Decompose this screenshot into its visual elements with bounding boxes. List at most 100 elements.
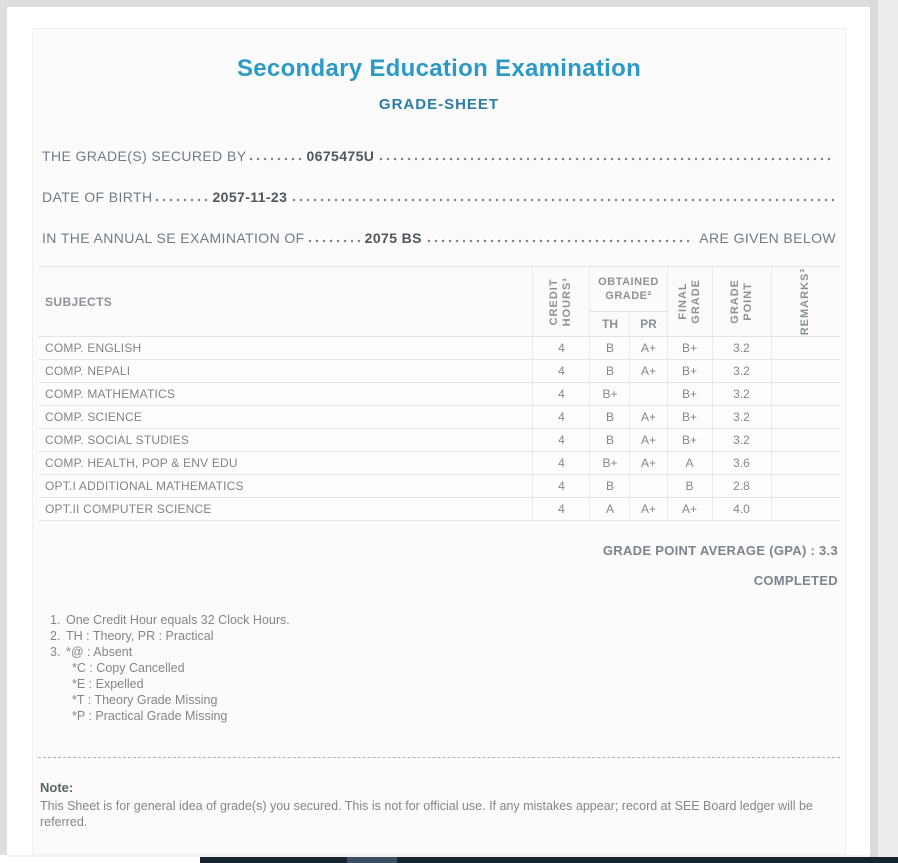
candidate-fields: THE GRADE(S) SECURED BY 0675475U DATE OF… <box>38 135 840 258</box>
pr-grade-cell: A+ <box>629 497 667 521</box>
col-header-obtained-grade: OBTAINED GRADE² <box>589 266 667 312</box>
col-header-pr: PR <box>629 311 667 337</box>
leader-dots <box>378 148 834 163</box>
th-grade-cell: B <box>589 359 630 383</box>
window-frame-top <box>0 0 878 7</box>
grade-point-cell: 3.2 <box>711 382 771 406</box>
grade-point-cell: 3.2 <box>711 336 771 360</box>
leader-dots <box>425 230 695 245</box>
th-grade-cell: A <box>589 497 630 521</box>
field-label: DATE OF BIRTH <box>42 188 153 205</box>
table-row: COMP. MATHEMATICS 4 B+ B+ 3.2 <box>38 382 840 406</box>
subject-cell: OPT.I ADDITIONAL MATHEMATICS <box>38 474 533 498</box>
footnote-text: *T : Theory Grade Missing <box>72 693 218 707</box>
subject-cell: COMP. NEPALI <box>38 359 533 383</box>
field-date-of-birth: DATE OF BIRTH 2057-11-23 <box>42 176 836 217</box>
footnote-line: *P : Practical Grade Missing <box>50 708 840 724</box>
obtained-line1: OBTAINED <box>598 276 659 288</box>
point-line2: POINT <box>741 282 754 321</box>
credit-line2: HOURS¹ <box>561 276 574 327</box>
leader-dots <box>154 189 209 204</box>
grade-point-cell: 4.0 <box>711 497 771 521</box>
field-grades-secured-by: THE GRADE(S) SECURED BY 0675475U <box>42 135 836 176</box>
subject-cell: COMP. ENGLISH <box>38 336 533 360</box>
grades-table-body: COMP. ENGLISH 4 B A+ B+ 3.2 COMP. NEPALI… <box>38 336 840 521</box>
leader-dots <box>306 230 361 245</box>
remarks-cell <box>770 382 840 406</box>
final-grade-cell: B+ <box>666 382 712 406</box>
field-suffix: ARE GIVEN BELOW <box>699 229 836 246</box>
credit-line1: CREDIT <box>548 278 561 325</box>
subject-cell: COMP. HEALTH, POP & ENV EDU <box>38 451 533 475</box>
footnotes-list: 1. One Credit Hour equals 32 Clock Hours… <box>50 612 840 724</box>
footnote-number: 1. <box>50 613 61 627</box>
final-grade-cell: A <box>666 451 712 475</box>
pr-grade-cell: A+ <box>629 428 667 452</box>
footnote-text: One Credit Hour equals 32 Clock Hours. <box>66 613 290 627</box>
field-label: IN THE ANNUAL SE EXAMINATION OF <box>42 229 305 246</box>
footnote-line: 1. One Credit Hour equals 32 Clock Hours… <box>50 612 840 628</box>
footnote-text: *E : Expelled <box>72 677 144 691</box>
th-grade-cell: B <box>589 428 630 452</box>
footnote-number <box>50 692 66 708</box>
credit-cell: 4 <box>532 405 590 429</box>
remarks-cell <box>770 474 840 498</box>
subject-cell: OPT.II COMPUTER SCIENCE <box>38 497 533 521</box>
credit-cell: 4 <box>532 359 590 383</box>
status-completed: COMPLETED <box>753 573 838 588</box>
field-label: THE GRADE(S) SECURED BY <box>42 147 247 164</box>
final-grade-cell: B+ <box>666 359 712 383</box>
dob-value: 2057-11-23 <box>212 188 288 205</box>
col-header-th: TH <box>589 311 630 337</box>
th-grade-cell: B <box>589 405 630 429</box>
pr-grade-cell: A+ <box>629 359 667 383</box>
credit-cell: 4 <box>532 336 590 360</box>
footnote-text: *C : Copy Cancelled <box>72 661 185 675</box>
grade-point-cell: 3.2 <box>711 405 771 429</box>
grades-table-header: SUBJECTS CREDIT HOURS¹ OBTAINED GRADE² FI… <box>38 266 840 337</box>
footnote-number <box>50 708 66 724</box>
obtained-line2: GRADE² <box>605 290 652 302</box>
dashed-divider <box>38 757 840 758</box>
pr-grade-cell: A+ <box>629 451 667 475</box>
footnote-line: 3. *@ : Absent <box>50 644 840 660</box>
final-grade-cell: B+ <box>666 405 712 429</box>
final-grade-cell: B+ <box>666 336 712 360</box>
leader-dots <box>248 148 303 163</box>
taskbar-fragment <box>200 857 898 863</box>
credit-cell: 4 <box>532 474 590 498</box>
grade-point-cell: 3.6 <box>711 451 771 475</box>
final-grade-cell: A+ <box>666 497 712 521</box>
final-line2: GRADE <box>689 279 702 324</box>
footnote-number <box>50 676 66 692</box>
exam-year-value: 2075 BS <box>364 229 422 246</box>
th-grade-cell: B+ <box>589 382 630 406</box>
footnote-text: TH : Theory, PR : Practical <box>66 629 214 643</box>
col-header-grade-point: GRADE POINT <box>711 266 771 337</box>
remarks-cell <box>770 497 840 521</box>
page-bottom-edge <box>7 855 870 857</box>
footnote-line: *E : Expelled <box>50 676 840 692</box>
footnote-text: *@ : Absent <box>66 645 133 659</box>
symbol-number-value: 0675475U <box>306 147 375 164</box>
subject-cell: COMP. SCIENCE <box>38 405 533 429</box>
pr-grade-cell <box>629 382 667 406</box>
taskbar-fragment-segment <box>347 857 397 863</box>
footnote-number <box>50 660 66 676</box>
credit-cell: 4 <box>532 497 590 521</box>
pr-grade-cell: A+ <box>629 336 667 360</box>
remarks-label: REMARKS³ <box>799 267 812 336</box>
th-grade-cell: B+ <box>589 451 630 475</box>
table-row: OPT.II COMPUTER SCIENCE 4 A A+ A+ 4.0 <box>38 497 840 521</box>
footnote-number: 3. <box>50 645 61 659</box>
table-row: COMP. NEPALI 4 B A+ B+ 3.2 <box>38 359 840 383</box>
grade-point-cell: 3.2 <box>711 428 771 452</box>
grade-sheet-card: Secondary Education Examination GRADE-SH… <box>32 28 846 855</box>
scrollbar-track[interactable] <box>878 0 898 863</box>
footnote-line: 2. TH : Theory, PR : Practical <box>50 628 840 644</box>
col-header-final-grade: FINAL GRADE <box>666 266 712 337</box>
credit-cell: 4 <box>532 382 590 406</box>
col-header-remarks: REMARKS³ <box>770 266 840 337</box>
table-row: OPT.I ADDITIONAL MATHEMATICS 4 B B 2.8 <box>38 474 840 498</box>
